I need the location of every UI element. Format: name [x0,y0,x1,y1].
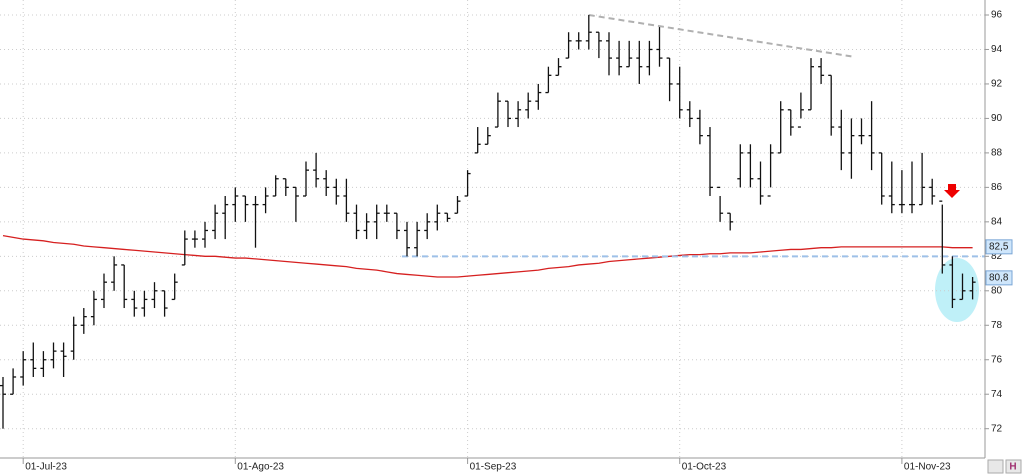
price-label: 80,8 [989,273,1009,284]
y-tick-label: 74 [991,389,1003,400]
y-tick-label: 88 [991,148,1003,159]
y-tick-label: 82 [991,251,1003,262]
x-tick-label: 01-Ago-23 [237,462,284,473]
y-tick-label: 86 [991,182,1003,193]
y-tick-label: 80 [991,285,1003,296]
price-label: 82,5 [989,241,1009,252]
tool-button[interactable] [987,459,1004,474]
price-label-box [985,239,1013,255]
y-tick-label: 92 [991,79,1003,90]
arrow [944,184,960,198]
moving-average [2,234,973,278]
x-tick-label: 01-Jul-23 [25,462,67,473]
price-label-box [985,270,1013,286]
y-tick-label: 94 [991,44,1003,55]
highlight-ellipse [935,258,979,322]
y-tick-label: 90 [991,113,1003,124]
y-tick-label: 72 [991,423,1003,434]
plot [0,0,989,464]
tool-icon: H [1009,462,1016,473]
x-tick-label: 01-Oct-23 [682,462,727,473]
x-tick-label: 01-Sep-23 [470,462,517,473]
y-tick-label: 78 [991,320,1003,331]
trendline [588,14,852,58]
x-tick-label: 01-Nov-23 [904,462,951,473]
y-tick-label: 96 [991,10,1003,21]
tool-button[interactable] [1005,459,1022,474]
y-tick-label: 84 [991,216,1003,227]
y-tick-label: 76 [991,354,1003,365]
